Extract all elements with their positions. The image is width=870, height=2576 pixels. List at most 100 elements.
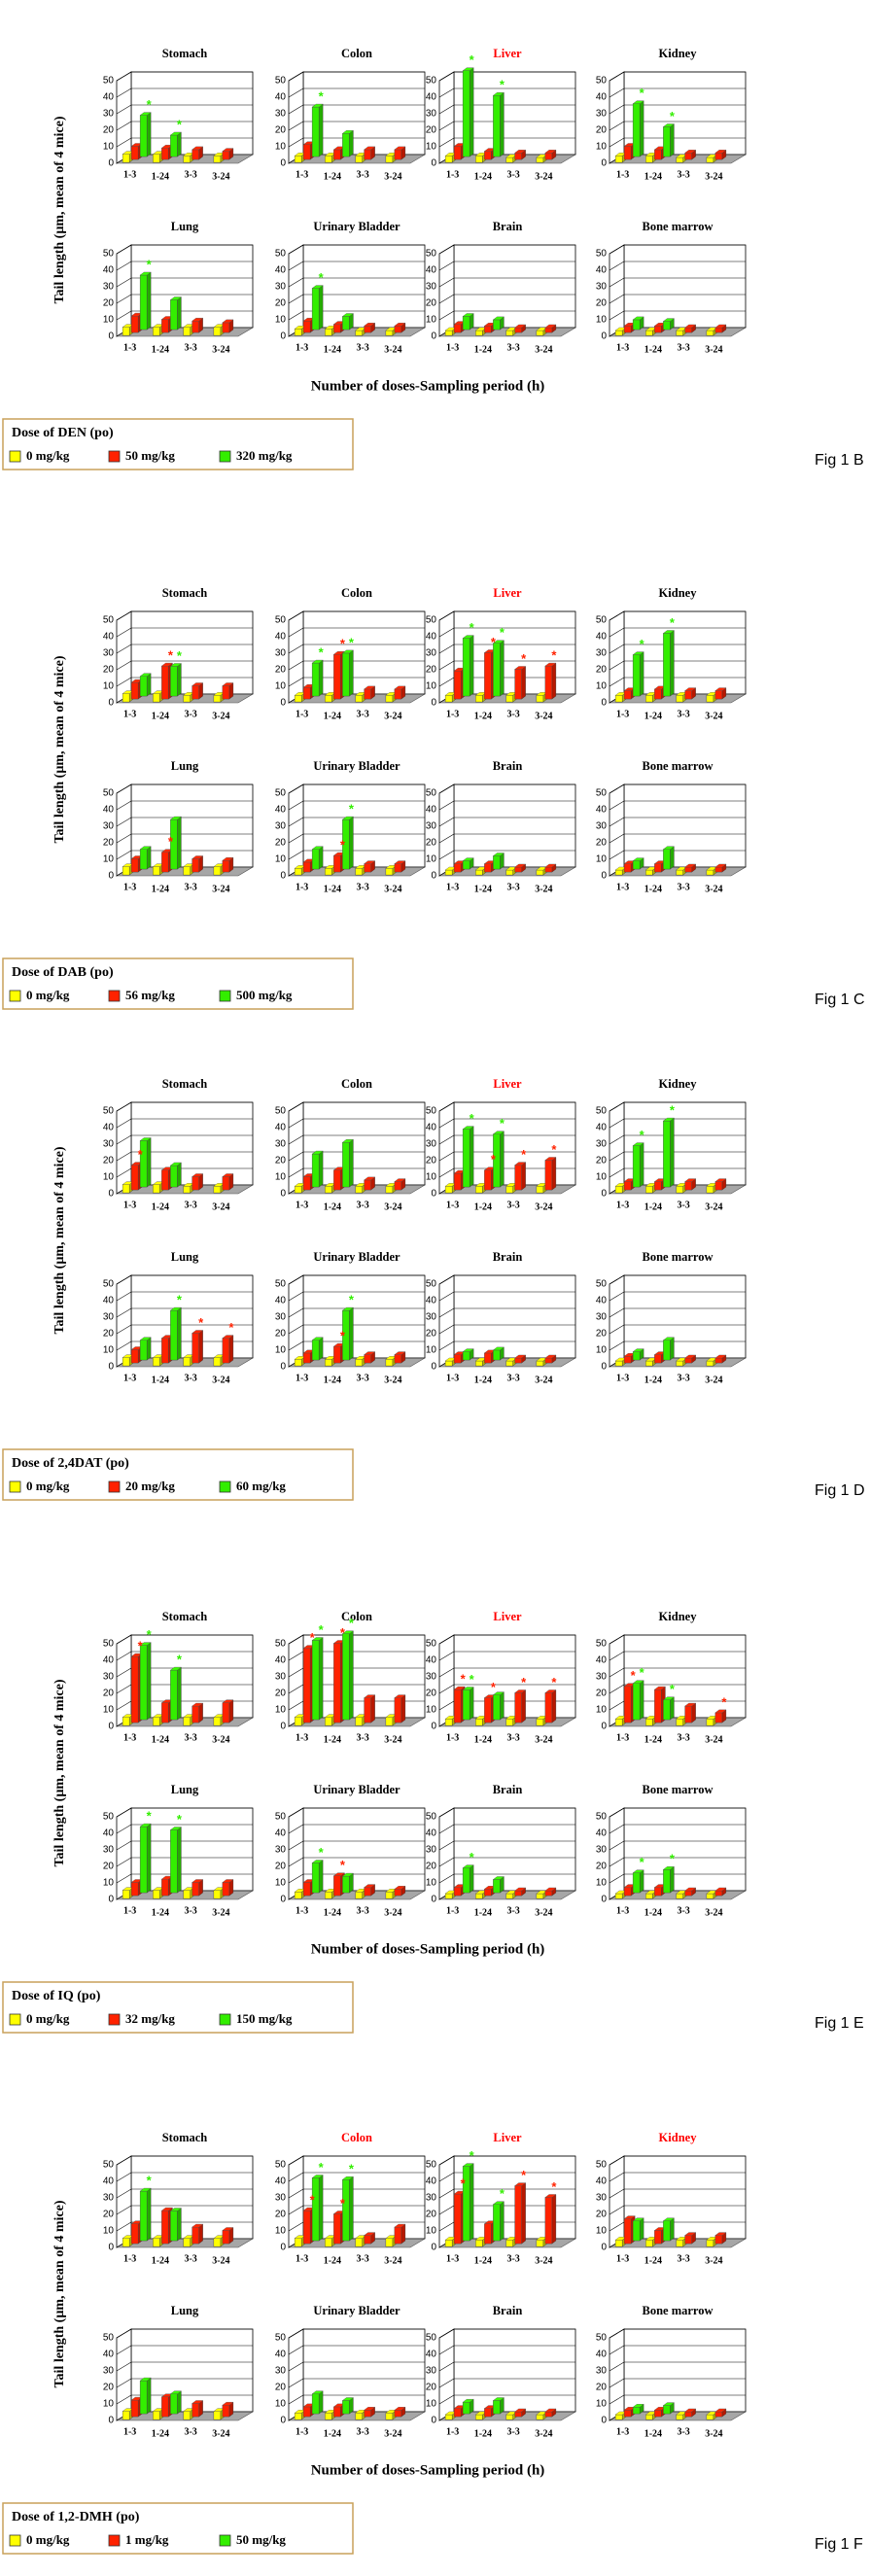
grid-line [609, 644, 625, 654]
bar-front [544, 153, 553, 160]
y-tick-label: 50 [103, 249, 115, 260]
grid-line [288, 310, 304, 321]
panel-title: Brain [493, 2304, 523, 2317]
y-tick-label: 10 [596, 681, 608, 692]
y-tick-label: 10 [426, 315, 437, 326]
grid-line [116, 1118, 132, 1129]
bar-top [139, 1642, 152, 1646]
grid-line [609, 2221, 625, 2232]
x-tick-label: 1-3 [296, 169, 308, 180]
y-tick-label: 0 [601, 1895, 607, 1905]
side-wall [288, 1807, 304, 1900]
bar-side [670, 630, 675, 697]
panel-title: Kidney [659, 2131, 698, 2144]
bar [492, 853, 505, 870]
y-tick-label: 50 [596, 2333, 608, 2344]
bar-front [684, 1357, 692, 1364]
y-tick-label: 30 [596, 2193, 608, 2204]
grid-line [116, 1151, 132, 1162]
bar [169, 2390, 182, 2415]
bar-front [385, 156, 394, 163]
y-tick-label: 50 [426, 249, 437, 260]
y-tick-label: 20 [426, 2210, 437, 2220]
bar [462, 1687, 474, 1721]
significance-star: * [340, 637, 346, 651]
bar-front [444, 330, 453, 336]
bar [191, 855, 204, 873]
bar [341, 313, 354, 331]
grid-line [288, 2328, 304, 2339]
bar-front [536, 1893, 544, 1899]
bar-front [170, 2393, 178, 2415]
grid-line [438, 1291, 455, 1302]
bar-front [706, 1186, 714, 1194]
bar-front [364, 1887, 371, 1897]
y-tick-label: 50 [275, 2333, 287, 2344]
y-tick-label: 0 [601, 871, 607, 882]
grid-line [438, 1667, 455, 1678]
y-tick-label: 40 [103, 1655, 115, 1666]
bar-front [714, 1890, 723, 1897]
bar-side [349, 1138, 354, 1188]
bar-side [469, 2163, 474, 2242]
bar-front [213, 1717, 222, 1726]
side-wall [288, 71, 304, 164]
bar-front [130, 681, 139, 700]
bar [139, 1823, 152, 1894]
x-tick-label: 1-24 [324, 1201, 341, 1212]
significance-star: * [491, 1680, 497, 1694]
y-tick-label: 30 [596, 1845, 608, 1856]
significance-star: * [147, 1627, 153, 1642]
x-tick-label: 1-3 [123, 1373, 136, 1383]
legend-label: 0 mg/kg [26, 2011, 70, 2026]
x-tick-label: 1-3 [446, 2253, 459, 2264]
y-tick-label: 40 [426, 1123, 437, 1133]
legend-title: Dose of 2,4DAT (po) [12, 1456, 129, 1471]
legend-box [2, 957, 354, 1010]
grid-line [288, 1857, 304, 1867]
bar-front [475, 1186, 483, 1194]
grid-line [438, 2345, 455, 2355]
grid-line [116, 660, 132, 671]
bar-front [706, 330, 714, 336]
bar-front [654, 2230, 662, 2245]
bar-top [191, 1173, 204, 1177]
bar-top [462, 1348, 474, 1352]
bar-front [654, 1354, 662, 1364]
grid-line [288, 1307, 304, 1318]
grid-line [288, 783, 304, 794]
y-tick-label: 10 [103, 2399, 115, 2410]
bar-top [514, 1887, 527, 1892]
bar [653, 322, 666, 333]
bar-front [714, 2235, 723, 2245]
legend-swatch [219, 450, 231, 463]
bar-top [492, 640, 505, 644]
bar-top [714, 2232, 727, 2236]
bar-front [153, 1184, 160, 1194]
x-tick-label: 3-24 [384, 1907, 401, 1918]
back-wall [453, 1274, 576, 1359]
bar-top [394, 1178, 406, 1182]
bar [492, 1346, 505, 1361]
panel-title: Urinary Bladder [313, 220, 400, 233]
bar [139, 2377, 152, 2415]
y-tick-label: 10 [275, 142, 287, 153]
grid-line [438, 850, 455, 860]
bar-front [505, 1186, 513, 1194]
y-tick-label: 0 [280, 1189, 286, 1200]
grid-line [438, 1857, 455, 1867]
x-tick-label: 3-3 [506, 1905, 519, 1916]
bar [364, 322, 376, 333]
significance-star: * [177, 1293, 183, 1307]
bar-top [462, 2163, 474, 2167]
bar-top [341, 130, 354, 134]
bar-front [475, 330, 483, 336]
bar-front [333, 854, 341, 873]
significance-star: * [147, 2174, 153, 2188]
bar [311, 1860, 324, 1894]
grid-line [609, 87, 625, 98]
grid-line [438, 121, 455, 131]
bar-top [341, 649, 354, 654]
bar-top [169, 663, 182, 667]
y-tick-label: 20 [275, 665, 287, 676]
